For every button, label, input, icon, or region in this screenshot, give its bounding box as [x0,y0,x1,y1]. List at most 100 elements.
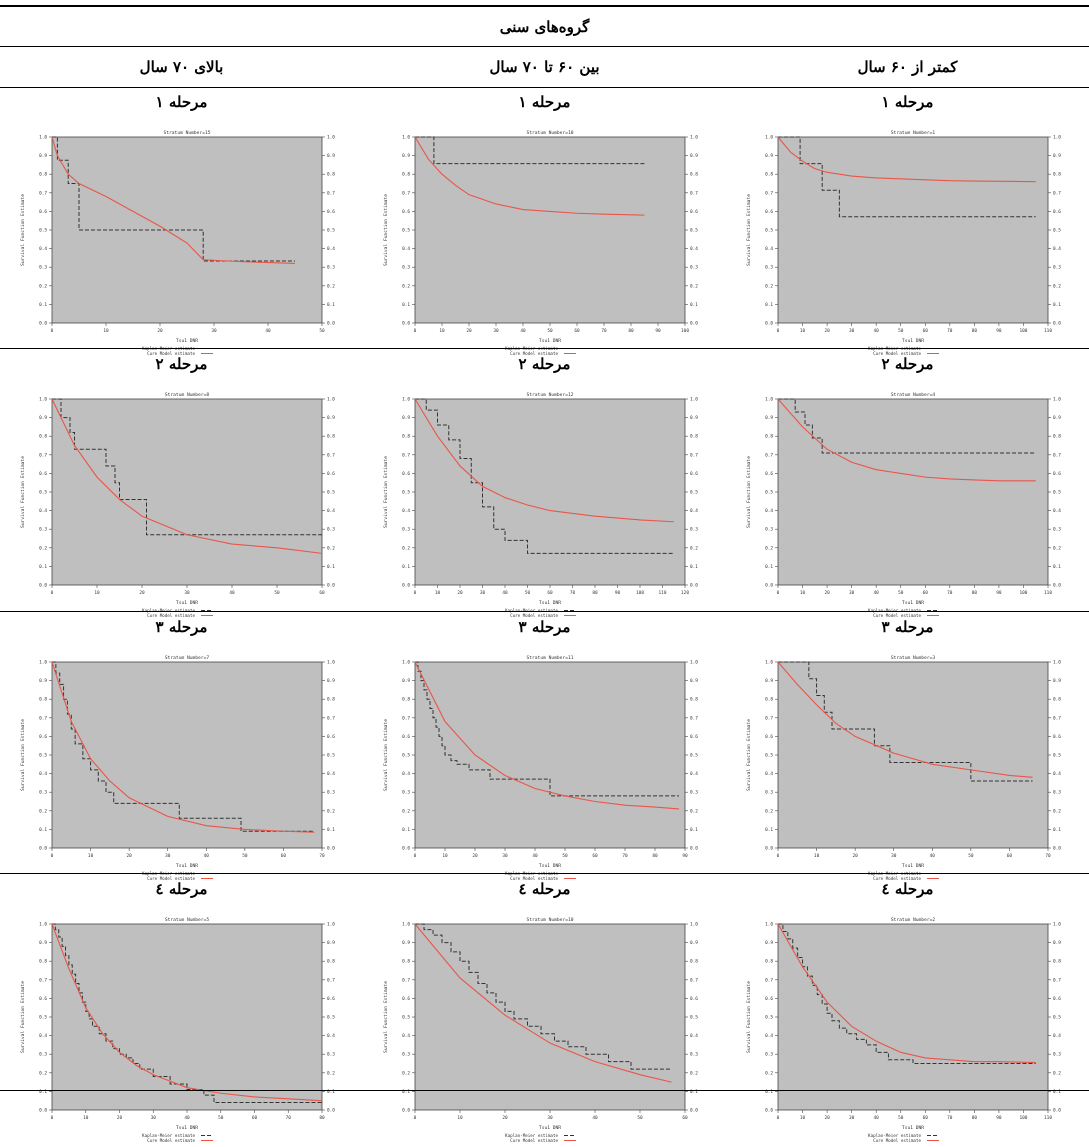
chart-title: Stratum Number=2 [890,917,934,923]
survival-plot-stage4-over-70: Stratum Number=5 0.0 0.0 0.1 0.1 0.2 0.2 0.3 0.3… [0,915,363,1147]
legend-label: Cure Model estimate [147,613,195,618]
y-tick-label: 0.6 [765,996,773,1002]
y-tick-label-right: 0.4 [327,771,335,777]
legend-label: Kaplan-Meier estimate [505,608,558,613]
x-tick-label: 10 [442,853,448,859]
x-tick-label: 20 [139,590,145,596]
x-tick-label: 70 [285,1115,291,1121]
y-tick-label: 0.5 [402,753,410,759]
y-tick-label-right: 0.9 [1053,940,1061,946]
x-tick-label: 110 [1044,328,1052,334]
x-tick-label: 10 [103,328,109,334]
survival-plot-stage3-over-70: Stratum Number=7 0.0 0.0 0.1 0.1 0.2 0.2 0.3 0.3… [0,653,363,885]
y-tick-label: 1.0 [765,922,773,928]
y-tick-label: 1.0 [39,397,47,403]
y-tick-label: 0.8 [39,697,47,703]
y-tick-label: 1.0 [765,135,773,141]
y-tick-label: 0.6 [39,996,47,1002]
y-tick-label: 0.3 [39,1052,47,1058]
y-tick-label-right: 0.8 [690,172,698,178]
rule-top [0,5,1089,7]
table-title: گروه‌های سنی [499,18,590,36]
y-tick-label-right: 0.6 [1053,471,1061,477]
y-tick-label: 0.3 [39,790,47,796]
y-tick-label: 0.5 [402,1015,410,1021]
rule-stage-4 [0,873,1089,874]
y-tick-label-right: 0.0 [327,1108,335,1114]
chart-svg: Stratum Number=15 0.0 0.0 0.1 0.1 0.2 0.2 0.3 0.… [20,130,335,356]
y-tick-label-right: 1.0 [1053,922,1061,928]
y-tick-label-right: 0.6 [690,209,698,215]
y-tick-label-right: 0.3 [327,527,335,533]
y-tick-label-right: 0.4 [327,246,335,252]
survival-plot-stage1-under-60: Stratum Number=1 0.0 0.0 0.1 0.1 0.2 0.2 0.3 0.3… [726,128,1089,360]
y-tick-label-right: 0.7 [690,715,698,721]
y-tick-label-right: 0.6 [690,996,698,1002]
kaplan-meier-line [777,398,1036,454]
x-tick-label: 50 [637,1115,643,1121]
y-tick-label-right: 0.1 [327,1089,335,1095]
x-tick-label: 10 [813,853,819,859]
y-tick-label: 0.2 [402,808,410,814]
y-tick-label-right: 0.5 [1053,753,1061,759]
x-tick-label: 20 [852,853,858,859]
y-tick-label-right: 0.9 [327,153,335,159]
y-tick-label: 0.7 [402,715,410,721]
kaplan-meier-line [414,398,674,554]
column-header-under-60: کمتر از ۶۰ سال [857,58,958,76]
x-tick-label: 50 [547,328,553,334]
chart-svg: Stratum Number=11 0.0 0.0 0.1 0.1 0.2 0.2 0.3 0.… [383,655,698,881]
x-tick-label: 60 [319,590,325,596]
y-tick-label-right: 0.6 [690,734,698,740]
y-tick-label: 0.7 [402,452,410,458]
cure-model-line [777,136,1036,183]
plot-area [51,923,322,1111]
y-tick-label-right: 0.1 [327,302,335,308]
x-tick-label: 30 [150,1115,156,1121]
survival-table: گروه‌های سنی بالای ۷۰ سال بین ۶۰ تا ۷۰ س… [0,5,1089,1143]
column-header-60-to-70: بین ۶۰ تا ۷۰ سال [489,58,600,76]
x-tick-label: 30 [502,853,508,859]
y-tick-label: 0.4 [402,246,410,252]
y-tick-label: 0.8 [39,959,47,965]
column-header-over-70: بالای ۷۰ سال [139,58,224,76]
y-tick-label-right: 1.0 [327,922,335,928]
y-tick-label: 0.4 [39,508,47,514]
y-tick-label-right: 0.5 [327,753,335,759]
y-tick-label: 0.6 [402,471,410,477]
chart-title: Stratum Number=1 [890,130,934,136]
x-tick-label: 60 [1006,853,1012,859]
x-tick-label: 60 [922,1115,928,1121]
legend-label: Cure Model estimate [510,1138,558,1143]
y-tick-label: 0.9 [765,415,773,421]
kaplan-meier-line [51,661,314,832]
y-axis-label: Survival Function Estimate [383,194,389,266]
x-tick-label: 0 [50,590,53,596]
y-tick-label-right: 0.7 [327,452,335,458]
x-tick-label: 100 [1019,1115,1027,1121]
y-axis-label: Survival Function Estimate [20,456,26,528]
y-tick-label-right: 0.3 [1053,265,1061,271]
y-tick-label-right: 0.5 [1053,228,1061,234]
x-tick-label: 0 [776,853,779,859]
y-tick-label: 0.3 [39,265,47,271]
cure-model-line [777,661,1033,778]
y-tick-label-right: 1.0 [690,660,698,666]
rule-stage-2 [0,348,1089,349]
legend-label: Cure Model estimate [147,1138,195,1143]
survival-plot-stage2-60-to-70: Stratum Number=12 0.0 0.0 0.1 0.1 0.2 0.2 0.3 0.… [363,390,726,622]
x-tick-label: 70 [947,1115,953,1121]
y-axis-label: Survival Function Estimate [746,981,752,1053]
y-tick-label: 1.0 [402,397,410,403]
rule-header [0,87,1089,88]
y-tick-label-right: 0.5 [327,228,335,234]
x-tick-label: 30 [165,853,171,859]
x-tick-label: 90 [614,590,620,596]
y-tick-label: 0.9 [39,678,47,684]
y-tick-label: 0.4 [39,1033,47,1039]
y-tick-label-right: 0.7 [327,190,335,196]
y-tick-label: 0.7 [765,452,773,458]
x-tick-label: 10 [87,853,93,859]
y-tick-label-right: 0.3 [690,790,698,796]
x-tick-label: 60 [251,1115,257,1121]
